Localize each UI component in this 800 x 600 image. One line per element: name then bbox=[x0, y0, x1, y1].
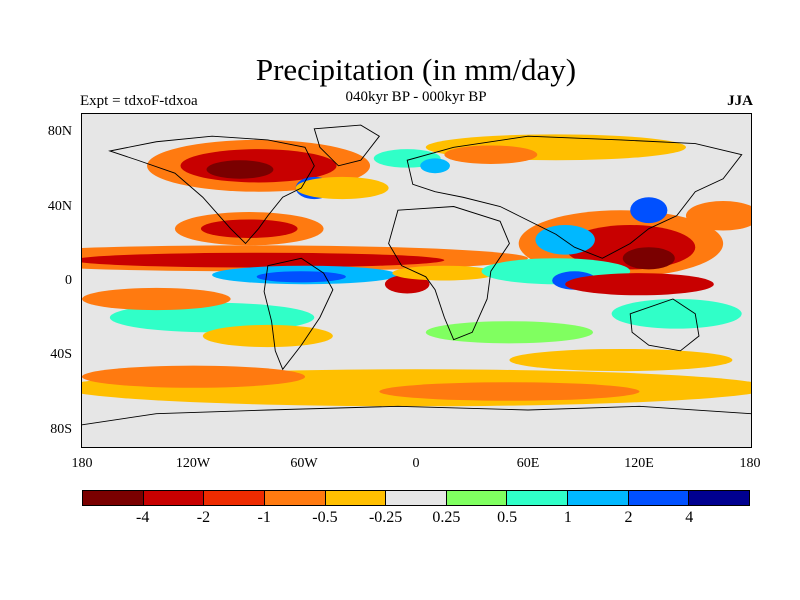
lat-label: 80N bbox=[47, 124, 72, 139]
anomaly-patch bbox=[420, 158, 450, 174]
anomaly-patch bbox=[535, 225, 595, 255]
anomaly-patch bbox=[630, 197, 668, 224]
anomaly-patch bbox=[200, 219, 298, 238]
anomaly-patch bbox=[202, 324, 333, 348]
colorbar-label: -0.25 bbox=[368, 509, 403, 526]
lon-label: 120E bbox=[624, 456, 654, 471]
anomaly-patch bbox=[82, 287, 231, 311]
colorbar-label: -0.5 bbox=[312, 509, 338, 526]
anomaly-patch bbox=[295, 176, 389, 200]
coastline-europe-asia bbox=[406, 135, 743, 259]
anomaly-patch bbox=[256, 271, 346, 283]
experiment-label: Expt = tdxoF-tdxoa bbox=[80, 93, 198, 109]
precipitation-map bbox=[81, 113, 752, 448]
lat-label: 40N bbox=[47, 199, 72, 214]
lat-label: 80S bbox=[50, 422, 72, 437]
anomaly-patch bbox=[685, 200, 751, 231]
anomaly-patch bbox=[206, 160, 274, 179]
map-title: Precipitation (in mm/day) bbox=[255, 52, 577, 87]
anomaly-patch bbox=[622, 247, 675, 270]
anomaly-patch bbox=[509, 348, 733, 372]
anomaly-patch bbox=[611, 299, 742, 329]
colorbar-swatch bbox=[386, 491, 447, 505]
coastlines bbox=[82, 124, 751, 426]
anomaly-patch bbox=[82, 252, 445, 268]
colorbar-swatch bbox=[628, 491, 690, 505]
colorbar-swatch bbox=[568, 491, 629, 505]
lat-label: 0 bbox=[65, 273, 72, 288]
colorbar-swatch bbox=[143, 491, 205, 505]
lon-label: 180 bbox=[739, 456, 761, 471]
season-label: JJA bbox=[727, 93, 753, 109]
coastline-australia bbox=[629, 298, 700, 352]
colorbar-label: 0.25 bbox=[432, 509, 461, 526]
anomaly-patch bbox=[444, 145, 538, 164]
colorbar-label: -2 bbox=[196, 509, 211, 526]
coastline-greenland bbox=[313, 124, 381, 167]
anomaly-patch bbox=[109, 302, 315, 333]
colorbar-swatch bbox=[83, 491, 144, 505]
anomaly-patch bbox=[379, 382, 640, 401]
colorbar-swatch bbox=[264, 491, 326, 505]
colorbar-label: -4 bbox=[136, 509, 150, 526]
colorbar-swatch bbox=[507, 491, 569, 505]
colorbar-label: 4 bbox=[685, 509, 694, 526]
coastline-north-america bbox=[108, 135, 315, 245]
anomaly-patch bbox=[565, 273, 714, 296]
anomaly-patch bbox=[82, 365, 305, 388]
colorbar-swatch bbox=[446, 491, 508, 505]
colorbar bbox=[82, 490, 750, 506]
lon-label: 60E bbox=[516, 456, 540, 471]
coastline-south-america bbox=[263, 257, 334, 371]
lon-label: 180 bbox=[71, 456, 93, 471]
colorbar-swatch bbox=[689, 491, 750, 505]
anomaly-patches bbox=[82, 134, 751, 407]
colorbar-label: 0.5 bbox=[497, 509, 518, 526]
colorbar-label: 2 bbox=[624, 509, 633, 526]
coastline-africa bbox=[388, 206, 510, 341]
anomaly-patch bbox=[425, 321, 594, 344]
coastline-antarctica bbox=[82, 405, 751, 426]
map-subtitle: 040kyr BP - 000kyr BP bbox=[345, 89, 487, 105]
colorbar-swatch bbox=[325, 491, 387, 505]
lat-label: 40S bbox=[50, 347, 72, 362]
colorbar-label: 1 bbox=[563, 509, 572, 526]
colorbar-label: -1 bbox=[257, 509, 271, 526]
lon-label: 60W bbox=[290, 456, 318, 471]
anomaly-patch bbox=[384, 274, 430, 294]
colorbar-swatch bbox=[204, 491, 265, 505]
anomaly-patch bbox=[392, 265, 497, 281]
lon-label: 120W bbox=[175, 456, 211, 471]
lon-label: 0 bbox=[412, 456, 420, 471]
